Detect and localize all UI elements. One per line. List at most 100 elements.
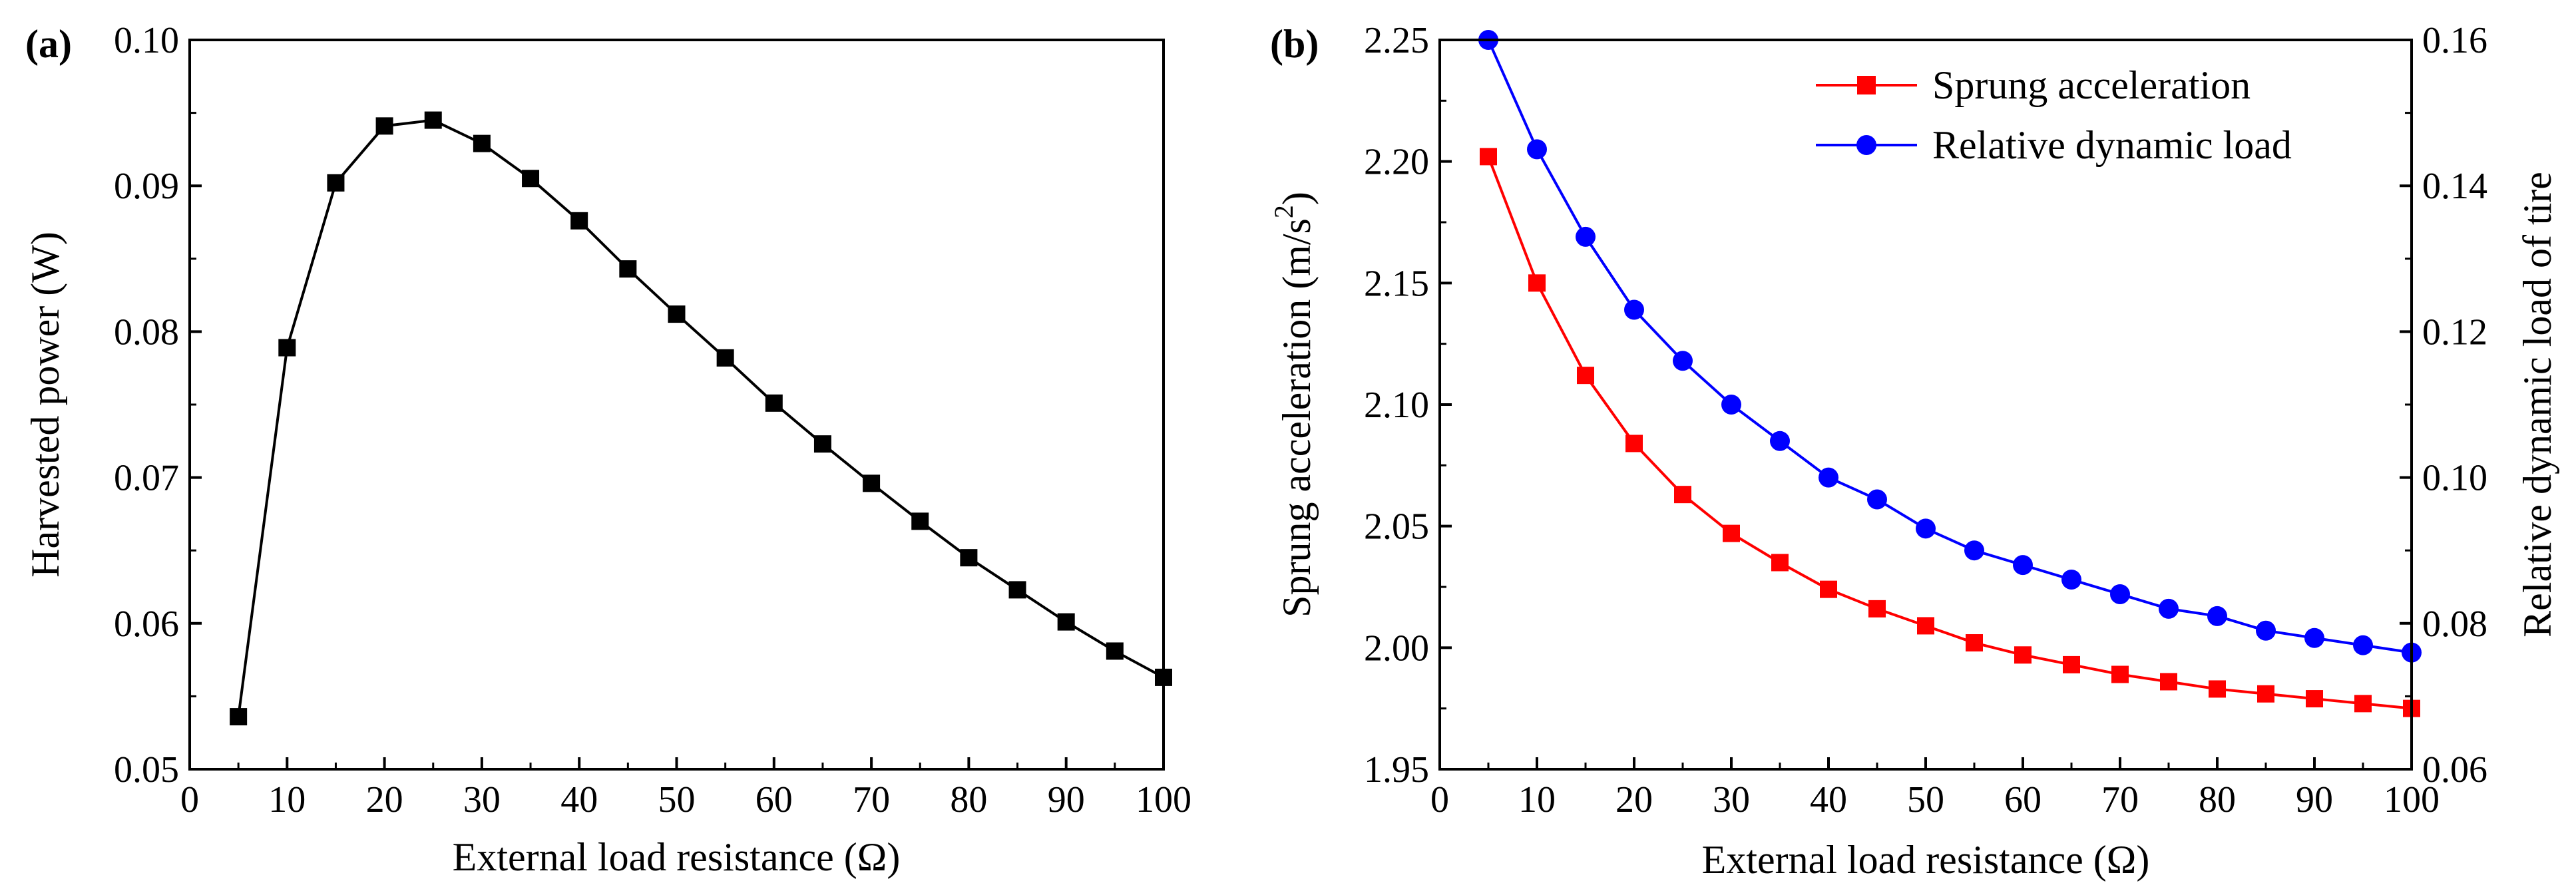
- panel-a-power-point: [375, 117, 393, 135]
- panel-a-power-point: [813, 435, 831, 453]
- panel-b-left-axis-label-sup: 2: [1269, 205, 1299, 218]
- panel-b-right-tick-label: 0.08: [2422, 604, 2487, 645]
- panel-b-x-tick-label: 100: [2384, 779, 2440, 820]
- panel-a-power-markers: [230, 111, 1172, 726]
- panel-b-dynamic-load-point: [1867, 489, 1887, 510]
- panel-b-acceleration-point: [2354, 695, 2372, 713]
- panel-a-x-tick-label: 100: [1136, 779, 1191, 820]
- panel-b-dynamic-load-point: [2207, 606, 2227, 626]
- panel-a-y-tick-label: 0.08: [114, 311, 179, 353]
- panel-a-power-point: [765, 394, 783, 412]
- panel-a-power-point: [863, 474, 881, 492]
- panel-a-ticks: [188, 39, 1165, 771]
- panel-b-acceleration-point: [1771, 554, 1789, 572]
- panel-a-power-point: [230, 708, 248, 726]
- panel-a-label: (a): [25, 22, 72, 66]
- panel-b-x-tick-label: 0: [1430, 779, 1449, 820]
- panel-b-x-tick-label: 30: [1713, 779, 1750, 820]
- panel-a-x-tick-label: 40: [560, 779, 598, 820]
- panel-b-acceleration-point: [1625, 435, 1643, 452]
- panel-b-left-tick-label: 2.05: [1364, 506, 1429, 548]
- panel-b-left-axis-label-end: ): [1275, 192, 1319, 205]
- panel-b-legend: Sprung acceleration Relative dynamic loa…: [1816, 63, 2292, 167]
- panel-b-x-tick-label: 20: [1615, 779, 1653, 820]
- panel-b-acceleration-point: [2014, 646, 2032, 664]
- panel-b-left-tick-label: 1.95: [1364, 749, 1429, 791]
- panel-a-power-point: [327, 174, 345, 192]
- panel-b-dynamic-load-point: [2159, 598, 2179, 619]
- panel-a-power-point: [1057, 613, 1075, 631]
- panel-a-power-point: [1106, 642, 1124, 660]
- panel-a-x-tick-label: 80: [950, 779, 987, 820]
- panel-a-power-point: [619, 260, 637, 278]
- panel-a-x-axis-label: External load resistance (Ω): [453, 835, 901, 879]
- panel-a-power-point: [278, 339, 296, 357]
- panel-b-x-tick-label: 70: [2101, 779, 2139, 820]
- panel-b-dynamic-load-point: [1673, 351, 1693, 371]
- panel-a-y-tick-label: 0.09: [114, 166, 179, 207]
- panel-b-dynamic-load-point: [2061, 570, 2081, 590]
- panel-a-power-point: [960, 549, 978, 567]
- panel-b-dynamic-load-point: [1576, 226, 1596, 247]
- panel-b-acceleration-point: [1966, 634, 1983, 652]
- panel-a-y-tick-labels: 0.05 0.06 0.07 0.08 0.09 0.10: [114, 20, 179, 791]
- panel-b-left-axis-label: Sprung acceleration (m/s2): [1269, 192, 1319, 618]
- panel-a-power-point: [1008, 581, 1026, 599]
- panel-b-chart: (b) 0 10 20 30 40 50 60 70 80 90 100 1.95 2.00 2.05 2…: [1269, 20, 2559, 882]
- panel-b-left-axis-label-main: Sprung acceleration (m/s: [1275, 218, 1319, 618]
- panel-a-power-point: [522, 170, 540, 188]
- panel-b-x-tick-label: 40: [1810, 779, 1847, 820]
- panel-a-power-point: [570, 212, 588, 230]
- panel-b-acceleration-point: [2160, 673, 2177, 691]
- panel-b-dynamic-load-point: [1721, 395, 1741, 415]
- panel-a-x-tick-label: 0: [180, 779, 199, 820]
- panel-b-dynamic-load-point: [1916, 518, 1936, 539]
- panel-a-chart: (a) 0 10 20 30 40 50 60 70 80 90 100 0.050.060.070…: [23, 20, 1191, 879]
- panel-b-dynamic-load-point: [2013, 555, 2033, 576]
- panel-b-right-tick-label: 0.06: [2422, 749, 2487, 791]
- panel-b-dynamic-load-point: [2110, 584, 2130, 604]
- panel-b-left-tick-label: 2.10: [1364, 385, 1429, 426]
- panel-b-acceleration-point: [1480, 148, 1497, 166]
- panel-b-x-tick-labels: 0 10 20 30 40 50 60 70 80 90 100: [1430, 779, 2440, 820]
- panel-b-acceleration-point: [1723, 524, 1740, 542]
- panel-a-plot-frame: [188, 39, 1165, 771]
- panel-a-x-tick-label: 60: [755, 779, 793, 820]
- panel-b-x-tick-label: 80: [2199, 779, 2236, 820]
- panel-a-power-point: [668, 305, 686, 323]
- legend-acceleration-marker: [1857, 76, 1876, 94]
- panel-b-left-tick-label: 2.25: [1364, 20, 1429, 61]
- panel-b-dynamic-load-point: [1624, 299, 1644, 320]
- panel-b-x-axis-label: External load resistance (Ω): [1702, 838, 2150, 882]
- panel-a-y-axis-label: Harvested power (W): [23, 232, 67, 578]
- legend-acceleration-label: Sprung acceleration: [1932, 63, 2251, 107]
- panel-b-dynamic-load-point: [2256, 620, 2276, 641]
- panel-a-power-line: [237, 118, 1164, 717]
- panel-a-y-tick-label: 0.10: [114, 20, 179, 61]
- panel-b-dynamic-load-point: [1770, 431, 1790, 451]
- panel-a-x-tick-label: 30: [463, 779, 501, 820]
- panel-b-right-tick-label: 0.14: [2422, 166, 2487, 207]
- panel-a-y-tick-label: 0.05: [114, 749, 179, 791]
- panel-a-power-point: [424, 111, 442, 129]
- legend-dynamic-load-marker: [1856, 135, 1876, 155]
- panel-b-acceleration-point: [1917, 617, 1934, 635]
- panel-b-left-tick-labels: 1.95 2.00 2.05 2.10 2.15 2.20 2.25: [1364, 20, 1429, 791]
- panel-a-y-tick-label: 0.07: [114, 458, 179, 499]
- panel-b-dynamic-load-point: [1819, 467, 1838, 488]
- panel-a-power-point: [473, 134, 491, 152]
- panel-b-right-tick-labels: 0.06 0.08 0.10 0.12 0.14 0.16: [2422, 20, 2487, 791]
- panel-a-power-point: [911, 512, 929, 530]
- panel-b-acceleration-point: [1577, 367, 1594, 385]
- panel-b-dynamic-load-point: [1964, 540, 1984, 561]
- panel-b-dynamic-load-point: [2304, 627, 2324, 648]
- panel-a-x-tick-label: 90: [1048, 779, 1085, 820]
- panel-b-label: (b): [1270, 22, 1319, 66]
- panel-b-right-axis-label: Relative dynamic load of tire: [2515, 172, 2559, 637]
- panel-b-x-tick-label: 50: [1907, 779, 1944, 820]
- panel-a-y-tick-label: 0.06: [114, 604, 179, 645]
- panel-b-right-tick-label: 0.16: [2422, 20, 2487, 61]
- panel-b-acceleration-point: [2111, 665, 2129, 683]
- panel-b-acceleration-point: [1674, 486, 1691, 504]
